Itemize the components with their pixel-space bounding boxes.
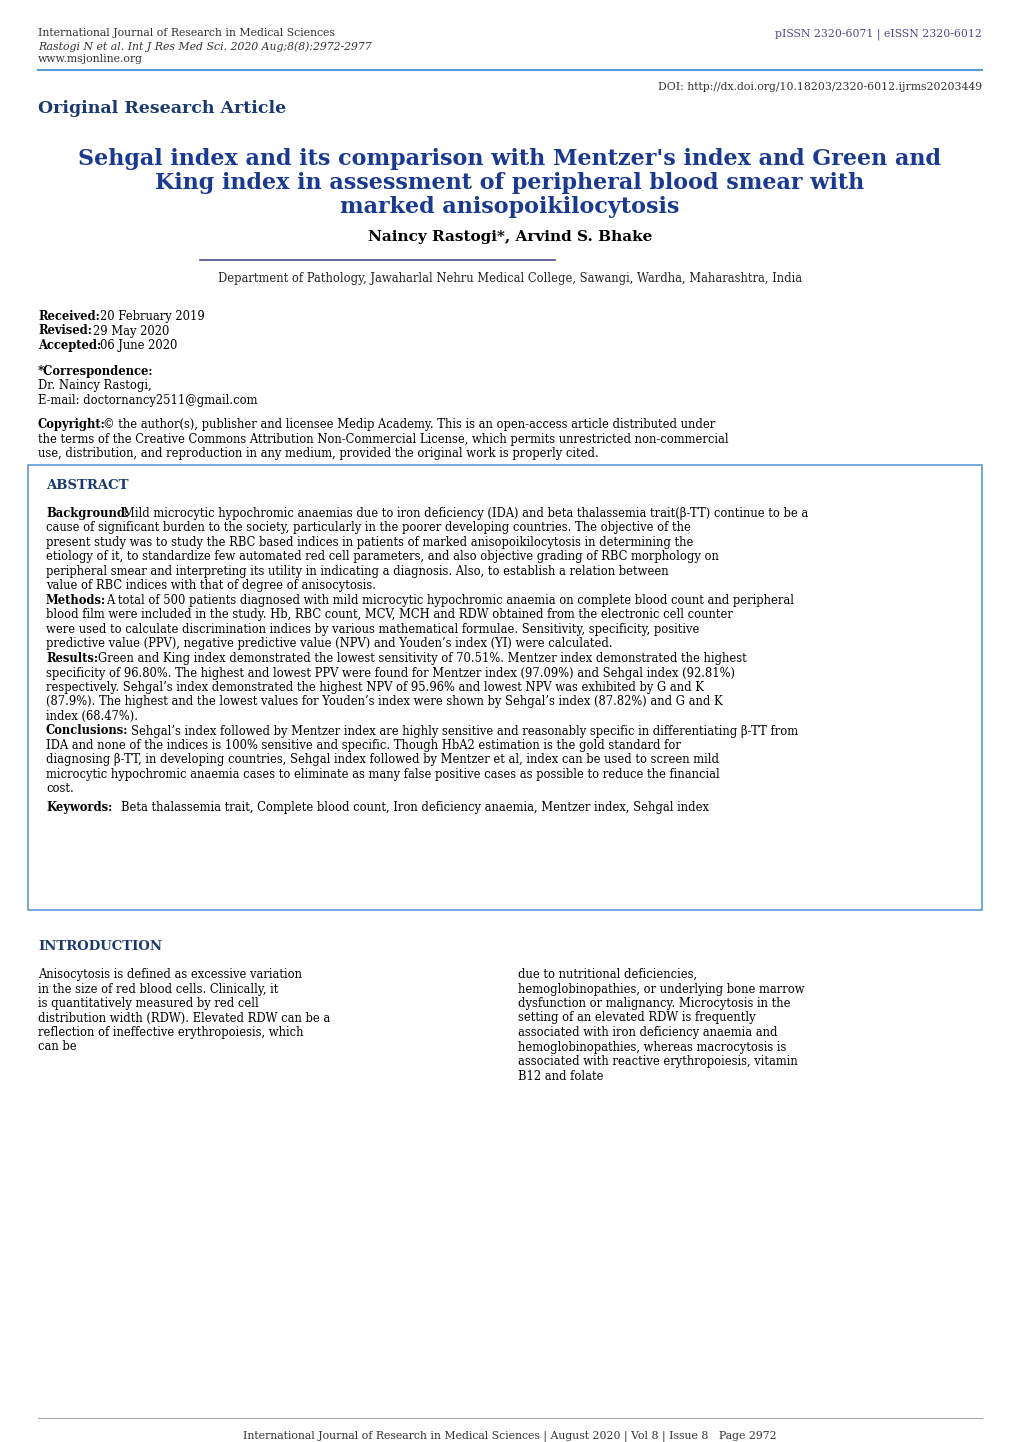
Text: IDA and none of the indices is 100% sensitive and specific. Though HbA2 estimati: IDA and none of the indices is 100% sens… [46,738,681,751]
Text: Sehgal index and its comparison with Mentzer's index and Green and: Sehgal index and its comparison with Men… [78,149,941,170]
Text: microcytic hypochromic anaemia cases to eliminate as many false positive cases a: microcytic hypochromic anaemia cases to … [46,769,719,782]
Text: hemoglobinopathies, or underlying bone marrow: hemoglobinopathies, or underlying bone m… [518,982,804,995]
Text: *Correspondence:: *Correspondence: [38,365,154,378]
Text: cost.: cost. [46,783,73,796]
Text: distribution width (RDW). Elevated RDW can be a: distribution width (RDW). Elevated RDW c… [38,1011,330,1024]
Text: Green and King index demonstrated the lowest sensitivity of 70.51%. Mentzer inde: Green and King index demonstrated the lo… [98,652,746,665]
Text: cause of significant burden to the society, particularly in the poorer developin: cause of significant burden to the socie… [46,522,690,535]
Text: E-mail: doctornancy2511@gmail.com: E-mail: doctornancy2511@gmail.com [38,394,257,407]
Text: 29 May 2020: 29 May 2020 [93,324,169,337]
Text: King index in assessment of peripheral blood smear with: King index in assessment of peripheral b… [155,172,864,195]
Text: etiology of it, to standardize few automated red cell parameters, and also objec: etiology of it, to standardize few autom… [46,551,718,564]
Text: Naincy Rastogi*, Arvind S. Bhake: Naincy Rastogi*, Arvind S. Bhake [368,231,651,244]
Text: blood film were included in the study. Hb, RBC count, MCV, MCH and RDW obtained : blood film were included in the study. H… [46,609,733,622]
Text: Department of Pathology, Jawaharlal Nehru Medical College, Sawangi, Wardha, Maha: Department of Pathology, Jawaharlal Nehr… [218,273,801,286]
Text: predictive value (PPV), negative predictive value (NPV) and Youden’s index (YI) : predictive value (PPV), negative predict… [46,637,612,650]
Text: value of RBC indices with that of degree of anisocytosis.: value of RBC indices with that of degree… [46,580,376,593]
Text: International Journal of Research in Medical Sciences: International Journal of Research in Med… [38,27,334,37]
Text: due to nutritional deficiencies,: due to nutritional deficiencies, [518,968,696,981]
Text: Copyright:: Copyright: [38,418,106,431]
Text: Mild microcytic hypochromic anaemias due to iron deficiency (IDA) and beta thala: Mild microcytic hypochromic anaemias due… [123,508,807,521]
FancyBboxPatch shape [28,464,981,910]
Text: INTRODUCTION: INTRODUCTION [38,940,162,953]
Text: (87.9%). The highest and the lowest values for Youden’s index were shown by Sehg: (87.9%). The highest and the lowest valu… [46,695,722,708]
Text: ABSTRACT: ABSTRACT [46,479,128,492]
Text: setting of an elevated RDW is frequently: setting of an elevated RDW is frequently [518,1011,755,1024]
Text: were used to calculate discrimination indices by various mathematical formulae. : were used to calculate discrimination in… [46,623,699,636]
Text: peripheral smear and interpreting its utility in indicating a diagnosis. Also, t: peripheral smear and interpreting its ut… [46,565,668,578]
Text: index (68.47%).: index (68.47%). [46,709,138,722]
Text: Conclusions:: Conclusions: [46,724,128,737]
Text: associated with reactive erythropoiesis, vitamin: associated with reactive erythropoiesis,… [518,1056,797,1069]
Text: use, distribution, and reproduction in any medium, provided the original work is: use, distribution, and reproduction in a… [38,447,598,460]
Text: DOI: http://dx.doi.org/10.18203/2320-6012.ijrms20203449: DOI: http://dx.doi.org/10.18203/2320-601… [657,82,981,92]
Text: specificity of 96.80%. The highest and lowest PPV were found for Mentzer index (: specificity of 96.80%. The highest and l… [46,666,735,679]
Text: Anisocytosis is defined as excessive variation: Anisocytosis is defined as excessive var… [38,968,302,981]
Text: Keywords:: Keywords: [46,800,112,813]
Text: the terms of the Creative Commons Attribution Non-Commercial License, which perm: the terms of the Creative Commons Attrib… [38,433,728,446]
Text: A total of 500 patients diagnosed with mild microcytic hypochromic anaemia on co: A total of 500 patients diagnosed with m… [106,594,793,607]
Text: International Journal of Research in Medical Sciences | August 2020 | Vol 8 | Is: International Journal of Research in Med… [243,1430,776,1442]
Text: diagnosing β-TT, in developing countries, Sehgal index followed by Mentzer et al: diagnosing β-TT, in developing countries… [46,754,718,767]
Text: 06 June 2020: 06 June 2020 [100,339,177,352]
Text: reflection of ineffective erythropoiesis, which: reflection of ineffective erythropoiesis… [38,1027,304,1040]
Text: Beta thalassemia trait, Complete blood count, Iron deficiency anaemia, Mentzer i: Beta thalassemia trait, Complete blood c… [121,800,708,813]
Text: in the size of red blood cells. Clinically, it: in the size of red blood cells. Clinical… [38,982,278,995]
Text: marked anisopoikilocytosis: marked anisopoikilocytosis [340,196,679,218]
Text: © the author(s), publisher and licensee Medip Academy. This is an open-access ar: © the author(s), publisher and licensee … [103,418,714,431]
Text: Results:: Results: [46,652,98,665]
Text: pISSN 2320-6071 | eISSN 2320-6012: pISSN 2320-6071 | eISSN 2320-6012 [774,27,981,39]
Text: www.msjonline.org: www.msjonline.org [38,53,143,63]
Text: Methods:: Methods: [46,594,106,607]
Text: 20 February 2019: 20 February 2019 [100,310,205,323]
Text: is quantitatively measured by red cell: is quantitatively measured by red cell [38,996,259,1009]
Text: Revised:: Revised: [38,324,92,337]
Text: B12 and folate: B12 and folate [518,1070,603,1083]
Text: Rastogi N et al. Int J Res Med Sci. 2020 Aug;8(8):2972-2977: Rastogi N et al. Int J Res Med Sci. 2020… [38,40,371,52]
Text: present study was to study the RBC based indices in patients of marked anisopoik: present study was to study the RBC based… [46,536,693,549]
Text: Dr. Naincy Rastogi,: Dr. Naincy Rastogi, [38,379,152,392]
Text: Original Research Article: Original Research Article [38,99,286,117]
Text: dysfunction or malignancy. Microcytosis in the: dysfunction or malignancy. Microcytosis … [518,996,790,1009]
Text: Background:: Background: [46,508,129,521]
Text: can be: can be [38,1041,76,1054]
Text: Received:: Received: [38,310,100,323]
Text: hemoglobinopathies, whereas macrocytosis is: hemoglobinopathies, whereas macrocytosis… [518,1041,786,1054]
Text: associated with iron deficiency anaemia and: associated with iron deficiency anaemia … [518,1027,776,1040]
Text: respectively. Sehgal’s index demonstrated the highest NPV of 95.96% and lowest N: respectively. Sehgal’s index demonstrate… [46,681,703,694]
Text: Accepted:: Accepted: [38,339,101,352]
Text: Sehgal’s index followed by Mentzer index are highly sensitive and reasonably spe: Sehgal’s index followed by Mentzer index… [130,724,797,737]
